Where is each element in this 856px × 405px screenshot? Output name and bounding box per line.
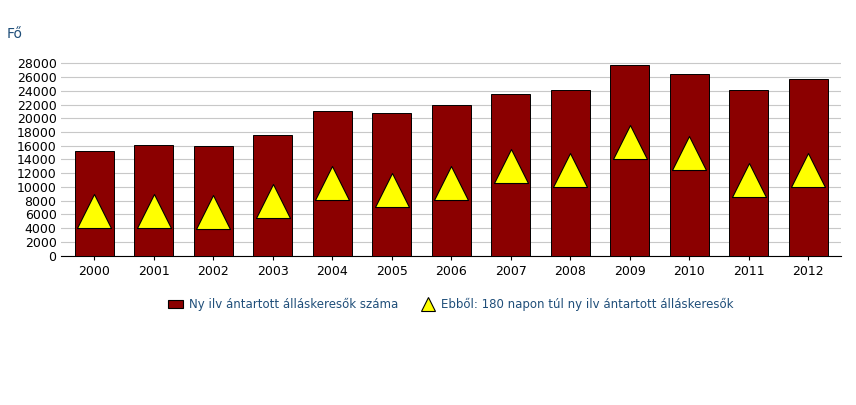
Point	[563, 166, 577, 173]
Bar	[372, 113, 411, 256]
Point	[682, 149, 696, 156]
Bar	[312, 111, 352, 256]
Bar	[253, 135, 292, 256]
Bar	[432, 104, 471, 256]
Point	[87, 208, 101, 214]
Point	[504, 163, 518, 170]
Point	[385, 187, 399, 194]
Legend: Ny ilv ántartott álláskeresők száma, Ebből: 180 napon túl ny ilv ántartott állás: Ny ilv ántartott álláskeresők száma, Ebb…	[163, 293, 739, 315]
Point	[444, 180, 458, 187]
Bar	[134, 145, 173, 256]
Point	[801, 166, 815, 173]
Point	[742, 177, 756, 183]
Bar	[610, 65, 649, 256]
Point	[147, 208, 161, 214]
Text: Fő: Fő	[7, 27, 23, 41]
Point	[206, 209, 220, 215]
Bar	[670, 74, 709, 256]
Bar	[789, 79, 828, 256]
Bar	[551, 90, 590, 256]
Bar	[193, 146, 233, 256]
Bar	[729, 90, 768, 256]
Point	[623, 139, 637, 145]
Point	[266, 197, 280, 204]
Point	[325, 180, 339, 187]
Bar	[74, 151, 114, 256]
Bar	[491, 94, 530, 256]
